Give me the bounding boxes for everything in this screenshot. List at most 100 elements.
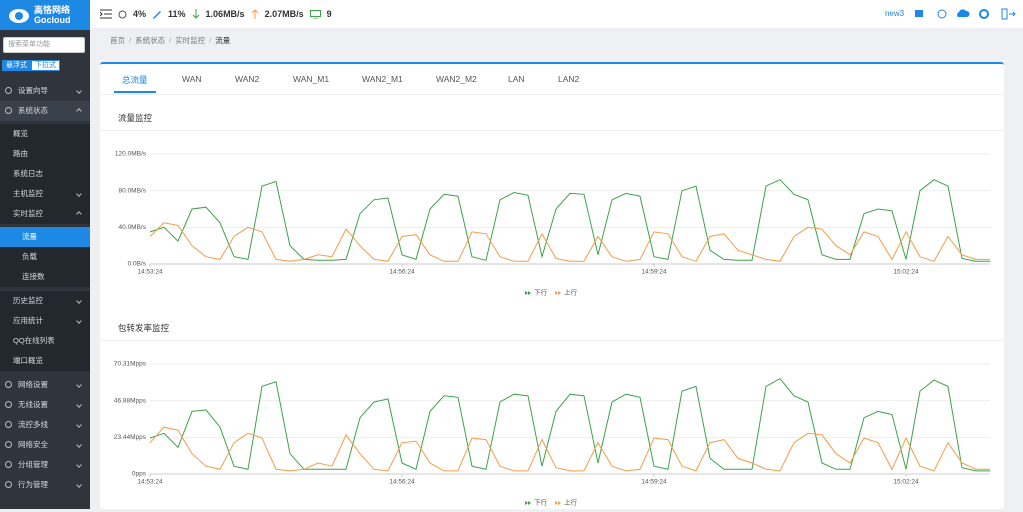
y-tick-label: 80.0MB/s: [119, 187, 147, 194]
menu-label: 负载: [22, 252, 37, 261]
legend-label: 下行: [534, 498, 548, 507]
tab[interactable]: LAN2: [558, 74, 580, 84]
chart-title: 流量监控: [118, 113, 153, 123]
icon[interactable]: [915, 10, 923, 17]
legend-icon: [525, 291, 531, 295]
menu-arrow: [76, 211, 82, 217]
mode-button[interactable]: 下拉式: [31, 60, 60, 71]
x-tick-label: 14:53:24: [137, 269, 163, 276]
legend-label: 上行: [564, 288, 578, 297]
menu-label: 分组管理: [18, 460, 48, 469]
download: 1.06MB/s: [205, 9, 245, 19]
cpu-icon: [118, 10, 127, 18]
menu-item[interactable]: 端口概览: [0, 351, 90, 371]
menu-label: QQ在线列表: [13, 336, 55, 345]
tab[interactable]: WAN2_M2: [436, 74, 477, 84]
menu-item[interactable]: 分组管理: [0, 455, 90, 475]
menu-item[interactable]: 设置向导: [0, 81, 90, 101]
menu-item[interactable]: 网络安全: [0, 435, 90, 455]
breadcrumb-item[interactable]: 系统状态: [135, 36, 166, 45]
icon[interactable]: [979, 9, 989, 19]
y-tick-label: 46.88Mpps: [114, 397, 147, 404]
menu-item[interactable]: 系统日志: [0, 164, 90, 184]
y-tick-label: 23.44Mpps: [114, 434, 147, 441]
tab[interactable]: LAN: [508, 74, 525, 84]
icon[interactable]: [957, 9, 970, 17]
tab[interactable]: WAN: [182, 74, 202, 84]
menu-label: 历史监控: [13, 296, 43, 305]
legend-icon: [555, 501, 561, 505]
logo-en: Gocloud: [34, 15, 71, 25]
menu-item[interactable]: 网络设置: [0, 375, 90, 395]
menu-item[interactable]: 系统状态: [0, 101, 90, 121]
menu-icon: [5, 381, 12, 388]
icon[interactable]: [937, 9, 947, 19]
tab[interactable]: WAN2_M1: [362, 74, 403, 84]
y-tick-label: 120.0MB/s: [115, 151, 147, 158]
menu-arrow: [76, 482, 82, 488]
menu-icon: [5, 441, 12, 448]
menu-item[interactable]: 负载: [0, 247, 90, 267]
series-line: [149, 222, 990, 262]
menu-item[interactable]: 路由: [0, 144, 90, 164]
tab[interactable]: WAN2: [235, 74, 260, 84]
menu-label: 系统状态: [18, 106, 48, 115]
separator: /: [129, 36, 132, 45]
x-tick-label: 14:56:24: [389, 479, 415, 486]
menu-item[interactable]: 行为管理: [0, 475, 90, 495]
tab[interactable]: 总流量: [122, 75, 148, 85]
tab[interactable]: WAN_M1: [293, 74, 330, 84]
username[interactable]: new3: [885, 9, 905, 18]
menu-item[interactable]: 流量: [0, 227, 90, 247]
menu-arrow: [76, 402, 82, 408]
menu-icon: [5, 421, 12, 428]
series-line: [149, 426, 990, 472]
menu-item[interactable]: 连接数: [0, 267, 90, 287]
logo-icon: [9, 9, 29, 23]
menu-arrow: [76, 88, 82, 94]
separator: /: [209, 36, 212, 45]
separator: /: [169, 36, 172, 45]
menu-search[interactable]: 搜索菜单功能: [3, 37, 85, 53]
mem-icon: [153, 10, 162, 19]
menu-item[interactable]: 主机监控: [0, 184, 90, 204]
menu-label: 应用统计: [13, 316, 43, 325]
up-icon: [251, 9, 258, 19]
menu-label: 流控多线: [18, 420, 48, 429]
menu-toggle[interactable]: [100, 9, 112, 19]
host-icon: [309, 9, 321, 19]
legend-label: 上行: [564, 498, 578, 507]
menu-item[interactable]: 无线设置: [0, 395, 90, 415]
menu-arrow: [76, 422, 82, 428]
breadcrumb-item[interactable]: 首页: [110, 36, 125, 45]
tab-indicator: [114, 91, 156, 93]
menu-label: 行为管理: [18, 480, 48, 489]
menu-icon: [5, 87, 12, 94]
header-icons: [915, 8, 1016, 20]
breadcrumb-item[interactable]: 流量: [215, 36, 231, 45]
mode-button[interactable]: 悬浮式: [2, 60, 31, 71]
x-tick-label: 14:59:24: [641, 479, 667, 486]
chart: 0pps 23.44Mpps 46.88Mpps 70.31Mpps 14:53:24 1…: [114, 361, 990, 507]
hosts: 9: [326, 9, 332, 19]
menu-arrow: [76, 442, 82, 448]
menu-item[interactable]: QQ在线列表: [0, 331, 90, 351]
breadcrumb-item[interactable]: 实时监控: [175, 36, 206, 45]
menu-item[interactable]: 历史监控: [0, 291, 90, 311]
menu-arrow: [76, 298, 82, 304]
menu-arrow: [76, 382, 82, 388]
menu-item[interactable]: 实时监控: [0, 204, 90, 224]
y-tick-label: 0pps: [132, 471, 147, 478]
header: 4% 11% 1.06MB/s 2.07MB/s 9 new3: [90, 0, 1023, 28]
menu-item[interactable]: 应用统计: [0, 311, 90, 331]
menu-label: 路由: [13, 149, 28, 158]
memory: 11%: [168, 9, 186, 19]
series-line: [149, 377, 990, 472]
menu-item[interactable]: 概览: [0, 124, 90, 144]
menu-icon: [5, 481, 12, 488]
menu-item[interactable]: 流控多线: [0, 415, 90, 435]
icon[interactable]: [1001, 8, 1016, 20]
menu-label: 主机监控: [13, 189, 43, 198]
menu-label: 设置向导: [18, 86, 48, 95]
